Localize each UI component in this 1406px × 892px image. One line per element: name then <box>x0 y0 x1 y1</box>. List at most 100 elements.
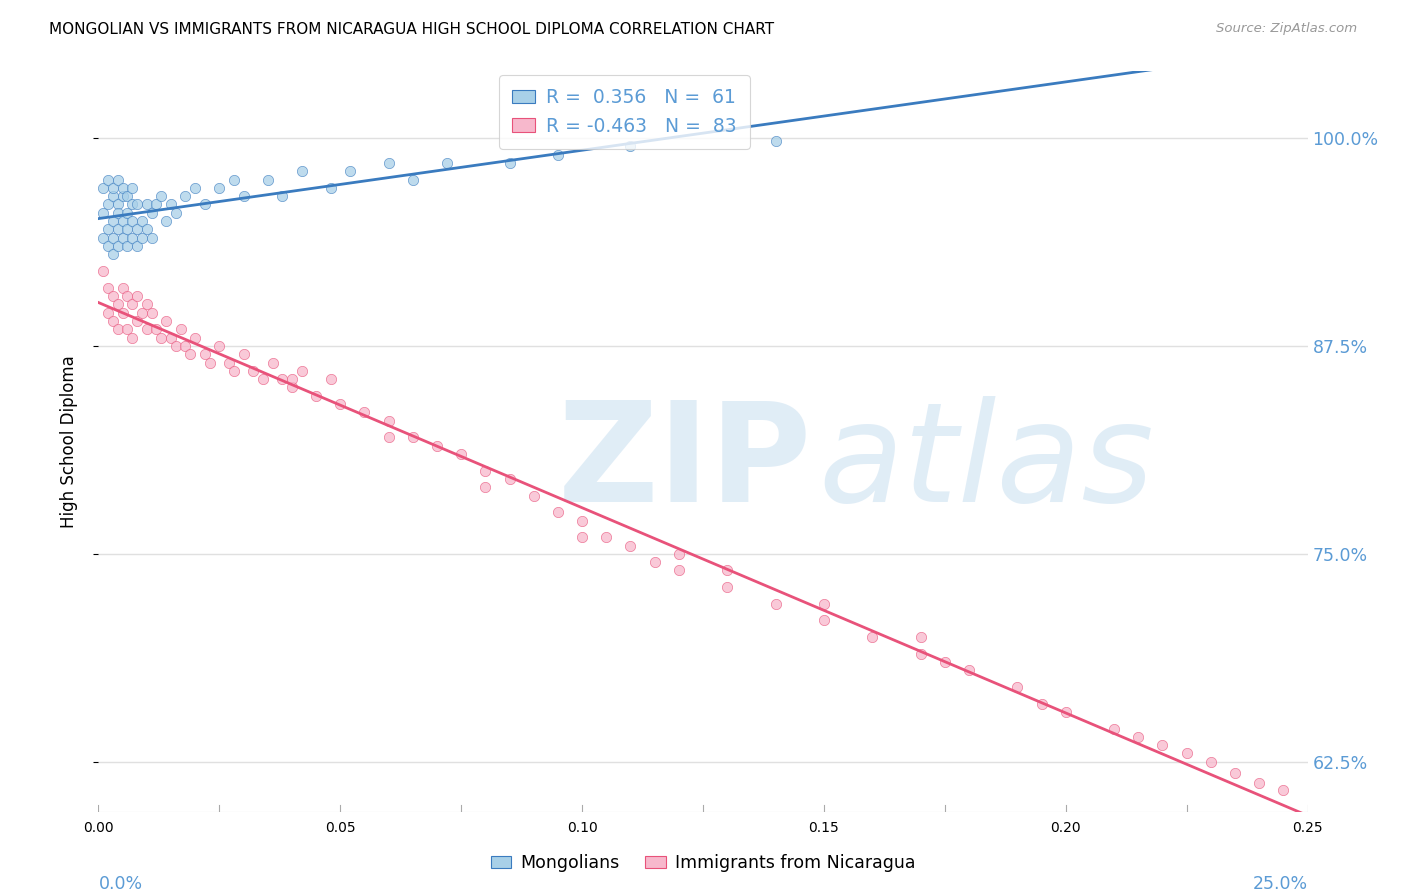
Point <box>101 247 124 261</box>
Point <box>1152 738 1174 752</box>
Point <box>160 330 183 344</box>
Point <box>256 172 278 186</box>
Point <box>127 289 149 303</box>
Text: 25.0%: 25.0% <box>1253 875 1308 892</box>
Point <box>232 189 254 203</box>
Point <box>222 364 245 378</box>
Point <box>179 347 201 361</box>
Point <box>135 322 157 336</box>
Point <box>111 231 134 245</box>
Point <box>957 663 980 677</box>
Point <box>150 189 173 203</box>
Point <box>910 647 932 661</box>
Point <box>160 197 183 211</box>
Point <box>1223 766 1246 780</box>
Point <box>184 181 207 195</box>
Point <box>910 630 932 644</box>
Point <box>121 297 143 311</box>
Point <box>117 206 139 220</box>
Point <box>1102 722 1125 736</box>
Text: MONGOLIAN VS IMMIGRANTS FROM NICARAGUA HIGH SCHOOL DIPLOMA CORRELATION CHART: MONGOLIAN VS IMMIGRANTS FROM NICARAGUA H… <box>49 22 775 37</box>
Point <box>305 389 328 403</box>
Point <box>101 189 124 203</box>
Point <box>571 530 593 544</box>
Point <box>117 189 139 203</box>
Y-axis label: High School Diploma: High School Diploma <box>59 355 77 528</box>
Point <box>117 239 139 253</box>
Point <box>242 364 264 378</box>
Point <box>91 181 114 195</box>
Point <box>101 289 124 303</box>
Point <box>107 172 129 186</box>
Point <box>150 330 173 344</box>
Point <box>135 222 157 236</box>
Point <box>813 597 835 611</box>
Point <box>668 564 690 578</box>
Point <box>716 564 738 578</box>
Point <box>765 597 787 611</box>
Point <box>121 181 143 195</box>
Legend: R =  0.356   N =  61, R = -0.463   N =  83: R = 0.356 N = 61, R = -0.463 N = 83 <box>499 75 749 149</box>
Point <box>571 514 593 528</box>
Point <box>194 347 217 361</box>
Point <box>97 239 120 253</box>
Point <box>97 222 120 236</box>
Point <box>101 314 124 328</box>
Point <box>523 489 546 503</box>
Point <box>474 480 496 494</box>
Point <box>1007 680 1029 694</box>
Point <box>141 206 163 220</box>
Point <box>194 197 217 211</box>
Point <box>127 222 149 236</box>
Point <box>644 555 666 569</box>
Point <box>165 206 187 220</box>
Point <box>208 181 231 195</box>
Point <box>668 547 690 561</box>
Point <box>377 156 399 170</box>
Point <box>281 372 304 386</box>
Point <box>290 364 312 378</box>
Point <box>91 264 114 278</box>
Point <box>1199 755 1222 769</box>
Point <box>319 181 342 195</box>
Point <box>145 322 167 336</box>
Point <box>165 339 187 353</box>
Point <box>111 181 134 195</box>
Text: atlas: atlas <box>818 396 1153 532</box>
Point <box>426 439 449 453</box>
Point <box>813 614 835 628</box>
Point <box>474 464 496 478</box>
Point <box>131 305 153 319</box>
Point <box>117 222 139 236</box>
Point <box>127 314 149 328</box>
Point <box>97 172 120 186</box>
Point <box>547 147 569 161</box>
Point <box>131 231 153 245</box>
Point <box>619 139 641 153</box>
Point <box>121 214 143 228</box>
Point <box>127 239 149 253</box>
Point <box>155 214 177 228</box>
Point <box>262 355 284 369</box>
Point <box>141 231 163 245</box>
Point <box>402 430 425 444</box>
Point <box>436 156 458 170</box>
Point <box>547 505 569 519</box>
Point <box>1031 697 1053 711</box>
Point <box>117 289 139 303</box>
Point <box>135 297 157 311</box>
Point <box>135 197 157 211</box>
Point <box>117 322 139 336</box>
Point <box>121 197 143 211</box>
Point <box>97 280 120 294</box>
Point <box>101 181 124 195</box>
Point <box>450 447 472 461</box>
Point <box>111 305 134 319</box>
Point <box>97 197 120 211</box>
Point <box>174 189 197 203</box>
Point <box>121 330 143 344</box>
Point <box>131 214 153 228</box>
Point <box>271 189 294 203</box>
Point <box>198 355 221 369</box>
Point <box>765 134 787 148</box>
